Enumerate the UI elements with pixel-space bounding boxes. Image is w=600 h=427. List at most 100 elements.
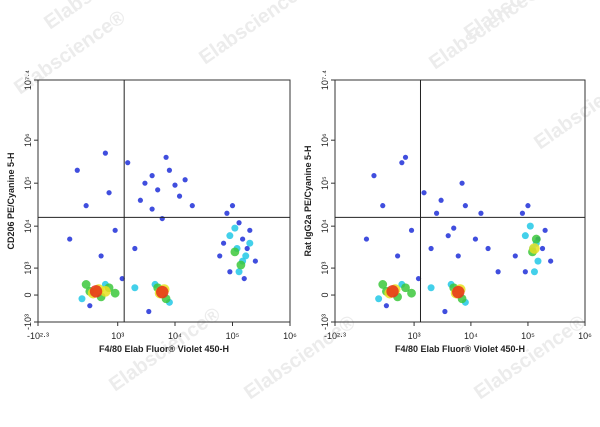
point xyxy=(220,240,227,246)
point xyxy=(83,203,89,209)
y-tick-label: 10³ xyxy=(23,262,33,275)
point xyxy=(119,275,125,282)
point xyxy=(166,167,173,173)
point xyxy=(459,180,465,186)
point xyxy=(371,173,377,179)
point xyxy=(229,203,236,209)
point xyxy=(363,236,370,242)
point xyxy=(106,190,112,196)
y-tick-label: -10³ xyxy=(320,314,330,330)
point xyxy=(159,215,165,222)
x-axis-label: F4/80 Elab Fluor® Violet 450-H xyxy=(99,344,229,354)
point xyxy=(240,236,246,242)
y-tick-label: 10³ xyxy=(320,262,330,275)
y-tick-label: 0 xyxy=(23,293,33,298)
point xyxy=(100,286,111,297)
x-tick-label: 10⁵ xyxy=(226,331,240,341)
point xyxy=(131,284,139,292)
point xyxy=(244,245,250,252)
y-axis-label: CD206 PE/Cyanine 5-H xyxy=(6,152,16,249)
point xyxy=(383,303,389,309)
point xyxy=(526,222,534,230)
point xyxy=(386,285,399,298)
y-tick-label: 10⁵ xyxy=(23,176,33,190)
point xyxy=(236,220,242,226)
point xyxy=(224,210,230,216)
point xyxy=(247,227,253,233)
point xyxy=(163,154,169,160)
point xyxy=(451,225,457,231)
point xyxy=(438,197,444,203)
point xyxy=(230,247,240,257)
x-tick-label: 10⁴ xyxy=(168,331,182,341)
point xyxy=(395,253,401,259)
point xyxy=(531,234,541,244)
watermark: Elabscience® xyxy=(530,61,600,154)
point xyxy=(452,285,465,299)
watermark: Elabscience® xyxy=(460,0,580,44)
point xyxy=(433,210,440,216)
point xyxy=(521,232,529,240)
point xyxy=(375,295,383,303)
point xyxy=(542,227,548,233)
point xyxy=(415,275,422,282)
x-tick-label: 10³ xyxy=(111,331,124,341)
point xyxy=(74,167,80,173)
point xyxy=(146,308,152,315)
point xyxy=(241,275,247,282)
point xyxy=(155,187,161,193)
point xyxy=(217,253,223,259)
point xyxy=(242,252,250,260)
y-tick-label: 0 xyxy=(320,293,330,298)
point xyxy=(67,236,73,242)
point xyxy=(87,303,93,309)
x-tick-label: 10⁶ xyxy=(283,331,297,341)
point xyxy=(380,203,386,209)
point xyxy=(399,160,405,166)
y-tick-label: 10⁴ xyxy=(320,219,330,233)
point xyxy=(378,280,388,289)
point xyxy=(182,177,188,183)
point xyxy=(149,173,155,179)
point xyxy=(408,227,415,233)
point xyxy=(478,210,484,216)
point xyxy=(227,269,233,275)
point xyxy=(81,280,91,289)
point xyxy=(462,203,468,209)
point xyxy=(539,245,546,252)
point xyxy=(98,253,104,259)
x-tick-label: -10²·³ xyxy=(324,331,346,341)
point xyxy=(226,232,234,240)
point xyxy=(112,227,118,233)
watermark: Elabscience® xyxy=(240,311,360,404)
point xyxy=(485,245,491,252)
point xyxy=(402,154,409,160)
x-axis-label: F4/80 Elab Fluor® Violet 450-H xyxy=(395,344,525,354)
point xyxy=(235,268,243,276)
point xyxy=(495,269,501,275)
y-tick-label: -10³ xyxy=(23,314,33,330)
point xyxy=(231,224,239,232)
point xyxy=(132,245,138,252)
point xyxy=(246,239,254,247)
point xyxy=(529,243,540,254)
point xyxy=(525,203,531,209)
y-tick-label: 10⁶ xyxy=(320,133,330,147)
point xyxy=(156,285,169,299)
y-tick-label: 10⁷·⁴ xyxy=(23,70,33,90)
plot-frame xyxy=(37,79,291,323)
point xyxy=(142,180,148,186)
plot-frame xyxy=(334,79,586,323)
point xyxy=(176,193,183,199)
point xyxy=(137,197,144,203)
x-tick-label: 10⁵ xyxy=(521,331,535,341)
point xyxy=(102,150,108,156)
point xyxy=(530,268,538,276)
point xyxy=(78,295,86,303)
point xyxy=(428,245,434,252)
point xyxy=(519,210,526,216)
point xyxy=(445,233,451,239)
x-tick-label: 10³ xyxy=(408,331,421,341)
point xyxy=(189,203,195,209)
